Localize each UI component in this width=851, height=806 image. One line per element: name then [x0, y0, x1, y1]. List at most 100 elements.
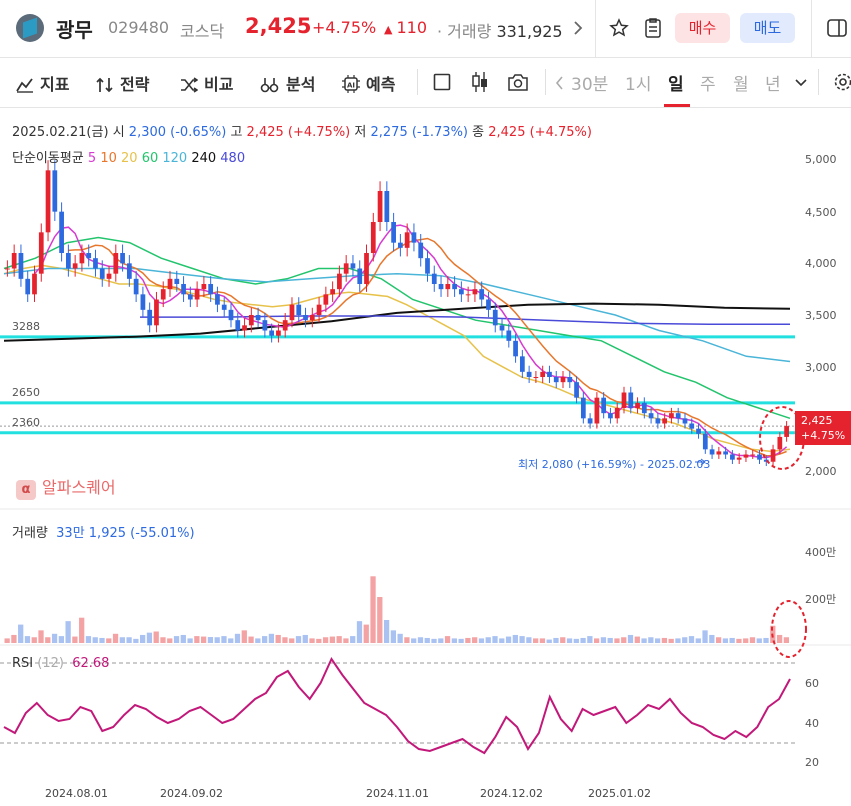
candle-body [391, 222, 396, 243]
chevron-down-icon[interactable] [795, 78, 807, 88]
volume-bar [31, 637, 37, 643]
hline-label: 3288 [12, 320, 40, 333]
strategy-button[interactable]: 전략 [96, 71, 149, 95]
candle-body [635, 402, 640, 408]
chart-toolbar: 지표 전략 비교 분석 AI 예측 30분 1시 일 주 월 년 [0, 57, 851, 108]
candle-body [540, 371, 546, 377]
volume-bar [594, 638, 600, 643]
timeframe-day[interactable]: 일 [668, 75, 684, 95]
company-logo [16, 14, 44, 42]
gear-icon[interactable] [833, 72, 851, 92]
candle-body [106, 273, 112, 279]
volume-summary: · 거래량 331,925 [437, 22, 563, 41]
candle-type-icon[interactable] [470, 71, 490, 93]
candle-body [614, 408, 620, 419]
camera-icon[interactable] [507, 72, 529, 92]
candle-body [296, 304, 302, 315]
candle-body [621, 392, 627, 408]
candle-body [736, 457, 742, 460]
candle-body [228, 309, 234, 321]
star-icon[interactable] [609, 18, 629, 38]
change-percent: +4.75% [312, 18, 377, 37]
candle-body [5, 268, 10, 270]
price-chart[interactable] [0, 108, 851, 806]
ma-legend[interactable]: 단순이동평균 5 10 20 60 120 240 480 [12, 151, 246, 166]
candle-body [201, 284, 207, 290]
volume-bar [607, 637, 613, 643]
market-label: 코스닥 [180, 22, 225, 41]
active-tab-indicator [664, 104, 690, 107]
volume-bar [119, 637, 125, 643]
volume-bar [648, 637, 654, 643]
candle-body [574, 382, 579, 398]
candle-body [93, 258, 98, 269]
candle-body [32, 273, 37, 295]
price-tick: 5,000 [805, 153, 837, 166]
ma480-line [140, 315, 790, 326]
buy-button[interactable]: 매수 [675, 13, 730, 43]
candle-body [384, 191, 390, 222]
indicators-button[interactable]: 지표 [16, 71, 69, 95]
timeframe-week[interactable]: 주 [700, 75, 716, 95]
chevron-left-icon[interactable] [555, 76, 565, 90]
candle-body [730, 454, 735, 460]
candle-body [628, 392, 634, 408]
stock-name[interactable]: 광무 [56, 18, 93, 42]
memo-icon[interactable] [643, 17, 663, 39]
candle-body [289, 304, 295, 321]
low-arrow-icon [695, 458, 706, 466]
volume-bar [553, 637, 559, 643]
hline-label: 2360 [12, 416, 40, 429]
date-tick: 2024.08.01 [45, 787, 108, 800]
candle-body [513, 340, 518, 357]
chevron-right-icon[interactable] [572, 20, 584, 36]
volume-bar [499, 638, 505, 643]
candle-body [133, 278, 139, 295]
volume-bar [126, 637, 132, 643]
candle-body [553, 377, 559, 383]
volume-bar [492, 636, 498, 643]
sell-button[interactable]: 매도 [740, 13, 795, 43]
candle-body [587, 418, 593, 424]
panel-toggle-icon[interactable] [826, 18, 848, 38]
volume-bar [465, 637, 471, 643]
volume-bar [45, 637, 51, 643]
candle-body [499, 325, 505, 331]
timeframe-month[interactable]: 월 [733, 75, 749, 95]
compare-button[interactable]: 비교 [180, 71, 233, 95]
volume-bar [756, 638, 762, 643]
rsi-legend[interactable]: RSI (12) 62.68 [12, 656, 110, 671]
candle-body [547, 371, 552, 377]
candle-body [323, 294, 329, 305]
timeframe-1hour[interactable]: 1시 [625, 75, 652, 95]
volume-bar [444, 636, 451, 643]
candle-body [506, 330, 512, 341]
predict-button[interactable]: AI 예측 [342, 71, 395, 95]
volume-legend[interactable]: 거래량 33만 1,925 (-55.01%) [12, 526, 195, 541]
volume-bar [675, 638, 681, 643]
analysis-button[interactable]: 분석 [260, 71, 315, 95]
timeframe-year[interactable]: 년 [765, 75, 781, 95]
ma120-line [3, 267, 791, 363]
price-tick: 3,000 [805, 361, 837, 374]
price-tick: 3,500 [805, 309, 837, 322]
volume-bar [4, 638, 10, 643]
candle-body [655, 418, 661, 424]
volume-bar [682, 637, 688, 643]
volume-bar [776, 634, 783, 643]
candle-body [309, 315, 315, 321]
volume-bar [234, 633, 241, 643]
rsi-tick: 20 [805, 756, 819, 769]
volume-bar [377, 597, 383, 643]
volume-bar [180, 634, 186, 643]
candle-body [276, 330, 281, 336]
candle-body [357, 268, 363, 284]
volume-bar [268, 633, 275, 643]
volume-bar [546, 639, 552, 643]
ma-period-240: 240 [191, 151, 221, 166]
square-draw-icon[interactable] [433, 73, 451, 91]
timeframe-30min[interactable]: 30분 [571, 75, 609, 95]
volume-bar [688, 636, 695, 643]
rsi-tick: 60 [805, 677, 819, 690]
volume-bar [241, 630, 247, 643]
